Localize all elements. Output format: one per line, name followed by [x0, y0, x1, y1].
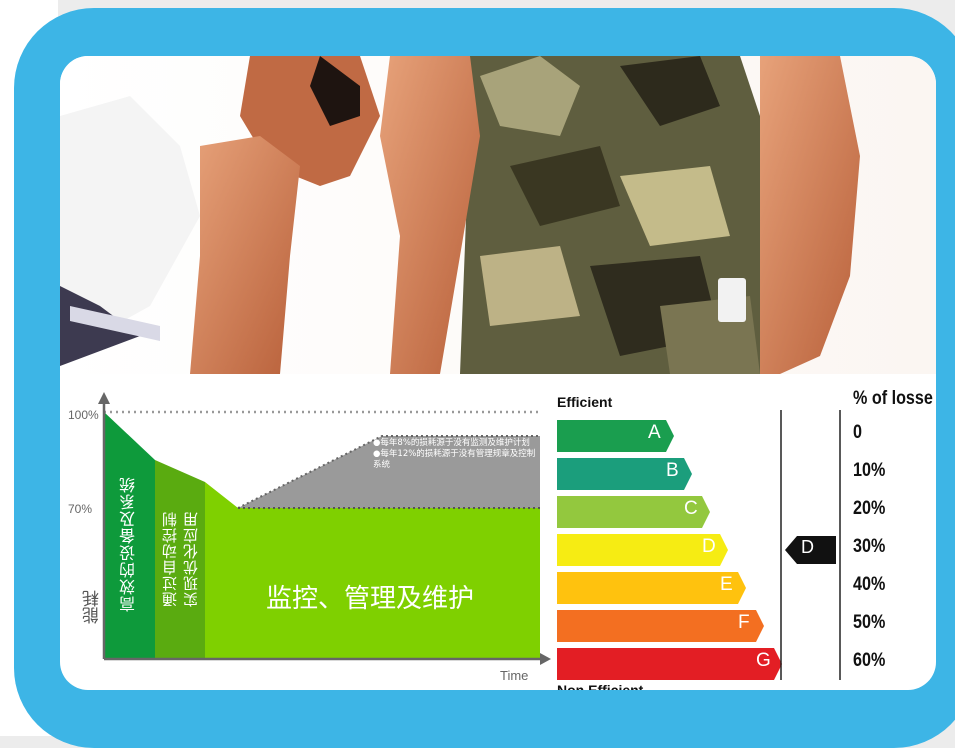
tick-70: 70%	[68, 502, 93, 516]
rating-letter-b: B	[666, 460, 679, 481]
rating-letter-c: C	[684, 498, 698, 519]
loss-value-g: 60%	[853, 650, 886, 671]
current-rating-letter: D	[801, 537, 814, 557]
x-axis-arrow	[540, 653, 551, 665]
loss-value-a: 0	[853, 422, 862, 443]
rating-bar-e	[557, 572, 746, 604]
band2-label-line2: 实现优化应用	[182, 511, 200, 607]
loss-value-f: 50%	[853, 612, 886, 633]
band1-label: 高效的设备及系统	[119, 476, 138, 612]
rating-bar-c	[557, 496, 710, 528]
loss-value-d: 30%	[853, 536, 886, 557]
loss-note-1: ●每年8%的损耗源于没有监测及维护计划	[373, 438, 530, 448]
energy-rating-bars	[557, 420, 782, 680]
rating-bar-b	[557, 458, 692, 490]
loss-value-c: 20%	[853, 498, 886, 519]
dotted-upper-line	[237, 435, 540, 509]
band-auto-control	[155, 460, 205, 659]
pct-header: % of losse	[853, 388, 933, 409]
loss-notes: ●每年8%的损耗源于没有监测及维护计划 ●每年12%的损耗源于没有管理规章及控制…	[373, 438, 538, 471]
rating-letter-f: F	[738, 612, 750, 633]
people-photo	[60, 56, 936, 374]
rating-letter-d: D	[702, 536, 716, 557]
loss-value-b: 10%	[853, 460, 886, 481]
monitoring-label: 监控、管理及维护	[266, 584, 475, 614]
rating-bar-a	[557, 420, 674, 452]
loss-value-e: 40%	[853, 574, 886, 595]
loss-area	[238, 436, 540, 508]
rating-bar-g	[557, 648, 782, 680]
y-axis-label: 能耗	[83, 590, 103, 624]
non-efficient-label: Non Efficient	[557, 682, 644, 690]
energy-diagram	[98, 392, 841, 680]
rating-letter-g: G	[756, 650, 771, 671]
content-panel: 100% 70% 能耗 Time 高效的设备及系统 通过自动控制 实现优化应用 …	[60, 56, 936, 690]
loss-note-2: ●每年12%的损耗源于没有管理规章及控制系统	[373, 449, 536, 470]
rating-letter-a: A	[648, 422, 661, 443]
band2-label-line1: 通过自动控制	[161, 511, 179, 607]
rating-letter-e: E	[720, 574, 733, 595]
efficient-label: Efficient	[557, 394, 613, 410]
y-axis-arrow	[98, 392, 110, 404]
current-rating-marker	[785, 536, 836, 564]
rating-bar-f	[557, 610, 764, 642]
tick-100: 100%	[68, 408, 99, 422]
rating-bar-d	[557, 534, 728, 566]
band-efficient-equipment	[104, 412, 155, 659]
x-axis-label: Time	[500, 668, 529, 683]
band-monitoring	[205, 482, 540, 659]
